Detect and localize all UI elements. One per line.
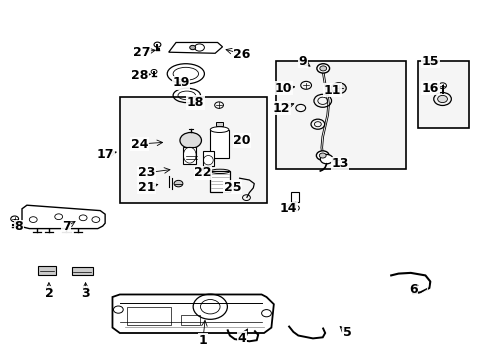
Text: 6: 6 — [408, 283, 417, 296]
Circle shape — [316, 151, 328, 160]
Text: 15: 15 — [421, 55, 438, 68]
Text: 14: 14 — [279, 202, 297, 215]
Bar — [276, 61, 405, 169]
Bar — [291, 192, 299, 202]
Circle shape — [319, 66, 326, 71]
Polygon shape — [168, 42, 222, 53]
Text: 28: 28 — [130, 69, 148, 82]
Text: 21: 21 — [138, 181, 155, 194]
Text: 5: 5 — [342, 327, 351, 339]
Text: 4: 4 — [237, 332, 246, 345]
Bar — [127, 307, 171, 325]
Bar — [120, 97, 266, 203]
Ellipse shape — [210, 127, 228, 132]
Text: 27: 27 — [133, 46, 150, 59]
Text: 10: 10 — [274, 82, 292, 95]
Text: 12: 12 — [272, 102, 289, 114]
Circle shape — [174, 180, 183, 187]
Circle shape — [180, 132, 201, 148]
Bar — [38, 266, 56, 275]
Bar — [72, 267, 93, 275]
Text: 26: 26 — [233, 48, 250, 60]
Text: 9: 9 — [298, 55, 307, 68]
Text: 13: 13 — [330, 157, 348, 170]
Text: 2: 2 — [44, 287, 53, 300]
Polygon shape — [22, 205, 105, 229]
Circle shape — [437, 95, 447, 103]
Text: 22: 22 — [194, 166, 211, 179]
Circle shape — [189, 45, 195, 50]
Text: 20: 20 — [233, 134, 250, 147]
Circle shape — [320, 154, 332, 164]
Bar — [181, 315, 200, 325]
Circle shape — [316, 64, 329, 73]
Circle shape — [319, 153, 325, 158]
Text: 3: 3 — [81, 287, 90, 300]
Text: 17: 17 — [96, 148, 114, 161]
Bar — [417, 61, 468, 128]
Text: 1: 1 — [198, 334, 207, 347]
Text: 25: 25 — [223, 181, 241, 194]
Bar — [183, 147, 196, 164]
Bar — [216, 122, 223, 126]
Text: 23: 23 — [138, 166, 155, 179]
Bar — [210, 171, 229, 192]
Text: 19: 19 — [172, 76, 189, 89]
Bar — [203, 151, 213, 166]
Circle shape — [331, 83, 346, 94]
Bar — [210, 130, 228, 158]
Text: 18: 18 — [186, 96, 204, 109]
Text: 16: 16 — [421, 82, 438, 95]
Polygon shape — [112, 294, 273, 333]
Text: 7: 7 — [61, 220, 70, 233]
Text: 24: 24 — [130, 138, 148, 150]
Text: 11: 11 — [323, 84, 341, 96]
Text: 8: 8 — [14, 220, 23, 233]
